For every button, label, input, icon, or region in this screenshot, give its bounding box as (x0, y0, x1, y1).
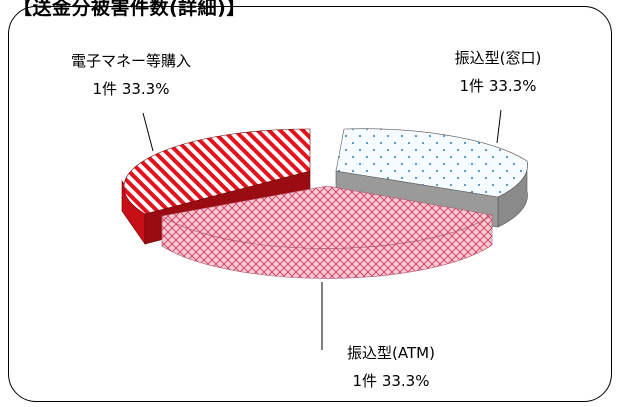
data-label-window-value: 1件 33.3% (460, 77, 537, 95)
slice-emoney-top (123, 128, 311, 215)
data-label-emoney-value: 1件 33.3% (93, 80, 170, 98)
data-label-window: 振込型(窓口) 1件 33.3% (455, 49, 542, 95)
data-label-emoney-percent: 33.3% (122, 80, 170, 98)
data-label-atm: 振込型(ATM) 1件 33.3% (347, 344, 435, 390)
data-label-window-count: 1件 (460, 77, 485, 95)
chart-title: 【送金分被害件数(詳細)】 (13, 0, 246, 19)
leader-line-emoney (142, 112, 154, 152)
slice-window-top (335, 128, 528, 198)
data-label-atm-category: 振込型(ATM) (347, 344, 435, 362)
data-label-atm-value: 1件 33.3% (353, 372, 430, 390)
data-label-emoney: 電子マネー等購入 1件 33.3% (71, 52, 191, 98)
data-label-emoney-count: 1件 (93, 80, 118, 98)
slice-atm-top (161, 185, 493, 249)
data-label-emoney-category: 電子マネー等購入 (71, 52, 191, 70)
data-label-atm-percent: 33.3% (382, 372, 430, 390)
data-label-window-category: 振込型(窓口) (455, 49, 542, 67)
slice-atm (161, 185, 493, 279)
data-label-atm-count: 1件 (353, 372, 378, 390)
data-label-window-percent: 33.3% (489, 77, 537, 95)
leader-line-window (496, 109, 502, 144)
